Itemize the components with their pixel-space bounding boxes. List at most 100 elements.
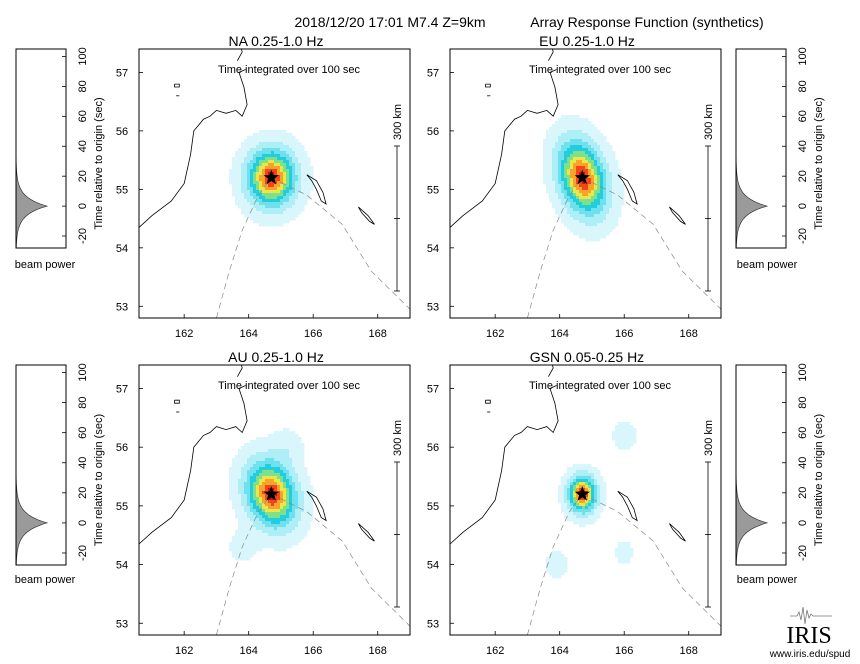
x-tick-label: 166: [304, 645, 322, 657]
beam-y-tick-label: 100: [797, 363, 809, 381]
beam-y-tick-label: -20: [797, 228, 809, 244]
beam-y-tick-label: 60: [77, 110, 89, 122]
plate-boundary: [582, 177, 721, 310]
beam-y-tick-label: 40: [77, 140, 89, 152]
beam-power-curve: [16, 49, 49, 248]
map-frame: [449, 48, 722, 319]
beam-y-tick-label: 100: [77, 47, 89, 65]
epicenter-star-icon: [574, 169, 590, 185]
beam-y-tick-label: 60: [797, 427, 809, 439]
map-annotation: Time integrated over 100 sec: [218, 64, 361, 76]
map-panel-1: EU 0.25-1.0 Hz Time integrated over 100 s…: [427, 33, 722, 340]
map-panel-2: AU 0.25-1.0 Hz Time integrated over 100 s…: [116, 349, 411, 657]
y-tick-label: 55: [427, 184, 439, 196]
x-tick-label: 168: [369, 328, 387, 340]
map-annotation: Time integrated over 100 sec: [529, 380, 672, 392]
scale-bar-label: 300 km: [703, 104, 715, 140]
beam-y-tick-label: 80: [797, 80, 809, 92]
y-tick-label: 54: [116, 560, 128, 572]
figure-subtitle: Array Response Function (synthetics): [530, 14, 763, 30]
y-tick-label: 53: [427, 618, 439, 630]
beam-y-tick-label: 40: [797, 457, 809, 469]
x-tick-label: 162: [175, 645, 193, 657]
plate-boundary: [216, 493, 272, 635]
y-tick-label: 57: [427, 67, 439, 79]
y-tick-label: 56: [116, 126, 128, 138]
beam-y-tick-label: 60: [797, 110, 809, 122]
scale-bar: 300 km: [703, 420, 715, 608]
beam-y-axis-label: Time relative to origin (sec): [93, 97, 105, 229]
beam-panel-3: -20 0 20 40 60 80 100 Time relative to origin (…: [735, 363, 825, 586]
beam-power-curve: [736, 49, 769, 248]
iris-footer: IRIS www.iris.edu/spud: [769, 606, 851, 660]
epicenter-star-icon: [574, 486, 590, 501]
plate-boundary: [527, 177, 583, 318]
beam-y-tick-label: 80: [77, 396, 89, 408]
map-panel-3: GSN 0.05-0.25 Hz Time integrated over 100…: [427, 349, 722, 657]
beam-frame: [735, 48, 787, 249]
y-tick-label: 55: [116, 184, 128, 196]
seismogram-icon: [790, 606, 832, 625]
x-tick-label: 164: [240, 645, 258, 657]
beam-y-tick-label: 20: [77, 170, 89, 182]
heatmap: [543, 115, 625, 242]
beam-y-tick-label: 20: [797, 487, 809, 499]
y-tick-label: 53: [116, 618, 128, 630]
beam-y-tick-label: 100: [797, 47, 809, 65]
scale-bar-label: 300 km: [392, 104, 404, 140]
beam-y-axis-label: Time relative to origin (sec): [93, 414, 105, 546]
beam-y-tick-label: -20: [77, 545, 89, 561]
scale-bar-label: 300 km: [392, 420, 404, 456]
beam-y-tick-label: 40: [797, 140, 809, 152]
beam-power-curve: [736, 365, 769, 565]
beam-y-tick-label: 100: [77, 363, 89, 381]
y-tick-label: 56: [116, 442, 128, 454]
beam-frame: [15, 48, 67, 249]
beam-frame: [735, 364, 787, 566]
coastline: [450, 365, 721, 635]
beam-x-axis-label: beam power: [737, 259, 798, 271]
iris-url[interactable]: www.iris.edu/spud: [769, 649, 851, 660]
heatmap: [546, 422, 637, 579]
map-frame: [138, 364, 411, 636]
beam-power-curve: [16, 365, 49, 565]
y-tick-label: 56: [427, 126, 439, 138]
beam-y-tick-label: 0: [797, 520, 809, 526]
map-frame: [449, 364, 722, 636]
plate-boundary: [527, 493, 583, 635]
x-tick-label: 166: [304, 328, 322, 340]
plate-boundary: [271, 177, 410, 310]
y-tick-label: 55: [116, 501, 128, 513]
x-tick-label: 166: [615, 328, 633, 340]
beam-panel-0: -20 0 20 40 60 80 100 Time relative to origin (…: [15, 47, 105, 271]
scale-bar: 300 km: [703, 104, 715, 292]
map-title: NA 0.25-1.0 Hz: [229, 33, 324, 49]
map-annotation: Time integrated over 100 sec: [529, 64, 672, 76]
plate-boundary: [216, 177, 272, 318]
beam-panel-1: -20 0 20 40 60 80 100 Time relative to origin (…: [735, 47, 825, 271]
scale-bar: 300 km: [392, 420, 404, 608]
beam-y-tick-label: 40: [77, 457, 89, 469]
beam-y-tick-label: 0: [77, 520, 89, 526]
scale-bar: 300 km: [392, 104, 404, 292]
y-tick-label: 54: [427, 560, 439, 572]
beam-y-tick-label: -20: [77, 228, 89, 244]
map-title: GSN 0.05-0.25 Hz: [530, 349, 644, 365]
x-tick-label: 164: [551, 645, 569, 657]
epicenter-star-icon: [263, 486, 279, 501]
coastline: [139, 49, 410, 318]
y-tick-label: 57: [116, 67, 128, 79]
map-title: EU 0.25-1.0 Hz: [539, 33, 635, 49]
x-tick-label: 162: [486, 645, 504, 657]
epicenter-star-icon: [263, 169, 279, 185]
beam-frame: [15, 364, 67, 566]
x-tick-label: 168: [680, 645, 698, 657]
plate-boundary: [271, 493, 410, 627]
map-frame: [138, 48, 411, 319]
y-tick-label: 54: [427, 243, 439, 255]
y-tick-label: 54: [116, 243, 128, 255]
y-tick-label: 53: [116, 301, 128, 313]
y-tick-label: 56: [427, 442, 439, 454]
x-tick-label: 162: [486, 328, 504, 340]
